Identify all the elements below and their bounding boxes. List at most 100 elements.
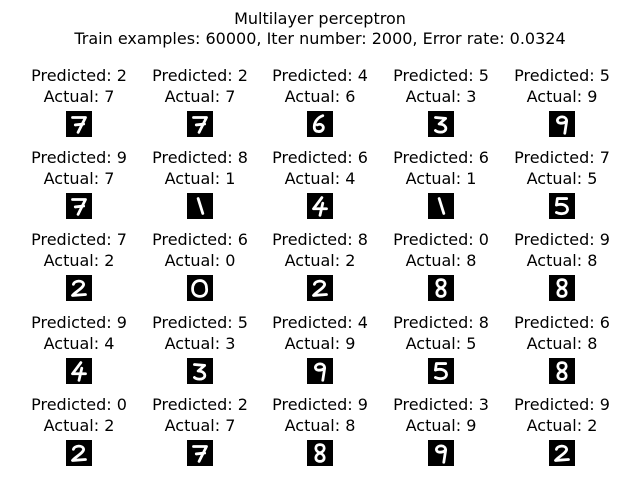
sample-panel: Predicted: 5 Actual: 9 (502, 66, 622, 146)
sample-panel: Predicted: 4 Actual: 6 (260, 66, 380, 146)
sample-panel: Predicted: 6 Actual: 0 (140, 230, 260, 310)
predicted-label: Predicted: 0 (31, 395, 127, 414)
digit-image (428, 111, 454, 137)
digit-stroke (312, 196, 328, 217)
digit-stroke (434, 444, 448, 464)
predicted-label: Predicted: 3 (393, 395, 489, 414)
sample-panel: Predicted: 7 Actual: 2 (19, 230, 139, 310)
digit-background (307, 275, 333, 301)
digit-image (307, 440, 333, 466)
sample-panel: Predicted: 4 Actual: 9 (260, 313, 380, 393)
predicted-label: Predicted: 5 (514, 66, 610, 85)
digit-background (549, 440, 575, 466)
digit-stroke (192, 445, 208, 463)
digit-background (549, 193, 575, 219)
digit-image (549, 358, 575, 384)
sample-panel: Predicted: 7 Actual: 5 (502, 148, 622, 228)
digit-stroke (435, 278, 447, 298)
digit-image (66, 111, 92, 137)
predicted-label: Predicted: 5 (393, 66, 489, 85)
sample-panel: Predicted: 8 Actual: 2 (260, 230, 380, 310)
actual-label: Actual: 2 (284, 251, 356, 270)
digit-image (307, 111, 333, 137)
digit-image (187, 111, 213, 137)
digit-stroke (434, 116, 448, 134)
predicted-label: Predicted: 9 (31, 148, 127, 167)
actual-label: Actual: 2 (43, 416, 115, 435)
actual-label: Actual: 3 (164, 334, 236, 353)
predicted-label: Predicted: 7 (514, 148, 610, 167)
sample-panel: Predicted: 9 Actual: 2 (502, 395, 622, 475)
digit-stroke (434, 362, 448, 381)
actual-label: Actual: 9 (284, 334, 356, 353)
predicted-label: Predicted: 6 (393, 148, 489, 167)
digit-image (549, 111, 575, 137)
digit-image (549, 440, 575, 466)
digit-stroke (556, 361, 568, 381)
digit-stroke (71, 116, 87, 134)
actual-label: Actual: 7 (43, 87, 115, 106)
sample-panel: Predicted: 0 Actual: 8 (381, 230, 501, 310)
predicted-label: Predicted: 6 (152, 230, 248, 249)
actual-label: Actual: 2 (526, 416, 598, 435)
digit-stroke (196, 197, 205, 215)
predicted-label: Predicted: 4 (272, 313, 368, 332)
digit-stroke (555, 115, 569, 135)
actual-label: Actual: 4 (43, 334, 115, 353)
predicted-label: Predicted: 7 (31, 230, 127, 249)
digit-image (66, 275, 92, 301)
predicted-label: Predicted: 6 (272, 148, 368, 167)
digit-stroke (71, 361, 87, 382)
digit-stroke (314, 443, 326, 463)
digit-stroke (313, 362, 327, 382)
sample-panel: Predicted: 6 Actual: 8 (502, 313, 622, 393)
predicted-label: Predicted: 2 (152, 66, 248, 85)
sample-panel: Predicted: 6 Actual: 1 (381, 148, 501, 228)
actual-label: Actual: 7 (164, 416, 236, 435)
digit-image (187, 358, 213, 384)
sample-panel: Predicted: 2 Actual: 7 (140, 395, 260, 475)
actual-label: Actual: 5 (405, 334, 477, 353)
digit-background (66, 440, 92, 466)
digit-stroke (71, 198, 87, 216)
digit-image (307, 358, 333, 384)
digit-image (428, 440, 454, 466)
predicted-label: Predicted: 9 (31, 313, 127, 332)
sample-panel: Predicted: 8 Actual: 1 (140, 148, 260, 228)
actual-label: Actual: 2 (43, 251, 115, 270)
actual-label: Actual: 9 (405, 416, 477, 435)
digit-image (307, 193, 333, 219)
digit-stroke (312, 279, 328, 297)
predicted-label: Predicted: 5 (152, 313, 248, 332)
figure-subtitle: Train examples: 60000, Iter number: 2000… (74, 29, 566, 48)
sample-panel: Predicted: 2 Actual: 7 (140, 66, 260, 146)
digit-stroke (437, 197, 446, 215)
digit-stroke (554, 444, 570, 462)
digit-image (66, 358, 92, 384)
digit-background (66, 275, 92, 301)
actual-label: Actual: 1 (405, 169, 477, 188)
figure-title: Multilayer perceptron (234, 9, 406, 28)
sample-panel: Predicted: 9 Actual: 4 (19, 313, 139, 393)
sample-panel: Predicted: 3 Actual: 9 (381, 395, 501, 475)
sample-panel: Predicted: 8 Actual: 5 (381, 313, 501, 393)
actual-label: Actual: 8 (284, 416, 356, 435)
digit-background (428, 358, 454, 384)
predicted-label: Predicted: 0 (393, 230, 489, 249)
predicted-label: Predicted: 9 (514, 230, 610, 249)
digit-image (187, 440, 213, 466)
actual-label: Actual: 6 (284, 87, 356, 106)
predicted-label: Predicted: 6 (514, 313, 610, 332)
digit-image (428, 193, 454, 219)
actual-label: Actual: 7 (43, 169, 115, 188)
digit-image (66, 193, 92, 219)
digit-image (428, 358, 454, 384)
digit-image (549, 275, 575, 301)
predicted-label: Predicted: 8 (272, 230, 368, 249)
predicted-label: Predicted: 4 (272, 66, 368, 85)
sample-panel: Predicted: 9 Actual: 7 (19, 148, 139, 228)
digit-stroke (71, 444, 87, 462)
digit-image (428, 275, 454, 301)
predicted-label: Predicted: 2 (31, 66, 127, 85)
